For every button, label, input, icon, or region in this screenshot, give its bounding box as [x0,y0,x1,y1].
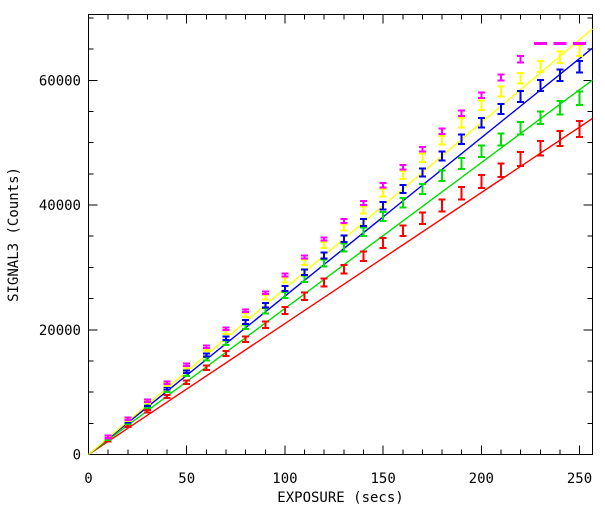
x-tick-label: 200 [469,471,494,487]
y-tick-label: 40000 [39,198,81,214]
y-axis-label: SIGNAL3 (Counts) [6,167,22,302]
x-tick-label: 50 [178,471,195,487]
fit-line-green [88,79,593,456]
series-red [104,120,584,443]
y-tick-label: 20000 [39,323,81,339]
x-tick-label: 0 [84,471,92,487]
x-axis-label: EXPOSURE (secs) [277,490,403,506]
series-magenta [104,42,587,439]
y-tick-label: 0 [73,448,81,464]
x-tick-label: 100 [272,471,297,487]
y-tick-label: 60000 [39,73,81,89]
series-blue [104,59,584,441]
fit-line-red [88,117,593,456]
plot-border [88,14,593,455]
x-tick-label: 150 [370,471,395,487]
x-tick-label: 250 [567,471,592,487]
